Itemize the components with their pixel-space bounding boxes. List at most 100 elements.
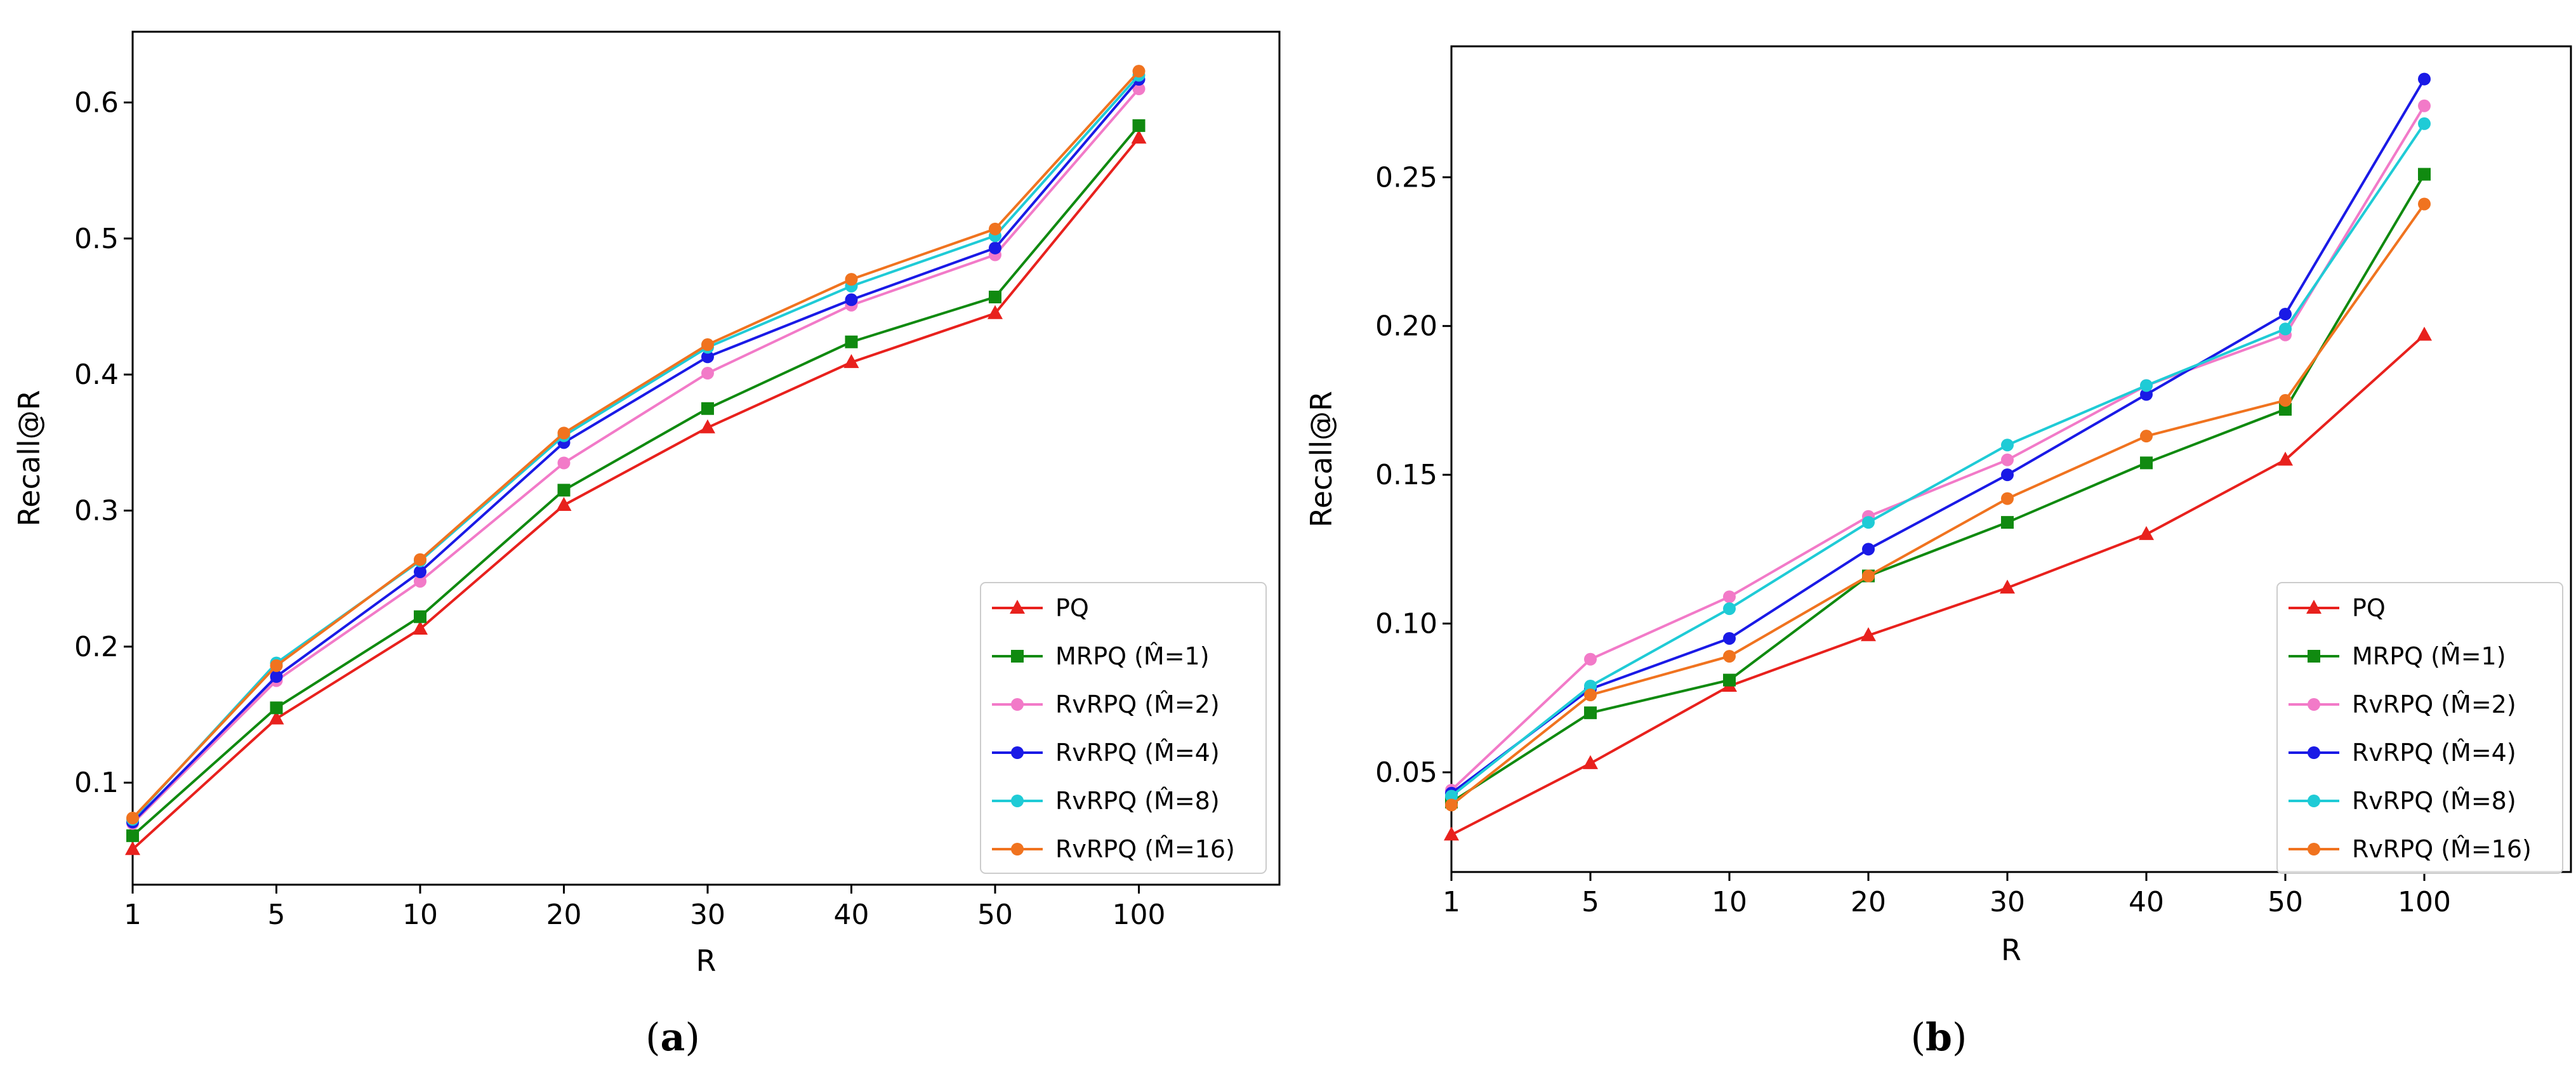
data-point <box>701 338 714 352</box>
series-5 <box>1445 197 2431 812</box>
data-point <box>989 222 1001 235</box>
data-point <box>2140 430 2153 443</box>
data-point <box>2418 197 2431 211</box>
x-tick-label: 10 <box>1712 886 1747 918</box>
plot-frame <box>131 30 1281 886</box>
legend-label: RvRPQ (M̂=2) <box>1055 690 1220 718</box>
data-point <box>989 290 1001 303</box>
data-point <box>845 335 858 348</box>
series-line <box>131 74 1140 821</box>
data-point <box>2001 516 2014 529</box>
data-point <box>2418 72 2431 86</box>
legend-label: RvRPQ (M̂=8) <box>1055 787 1220 815</box>
data-point <box>2278 451 2293 466</box>
x-tick-label: 10 <box>402 899 438 931</box>
legend-label: PQ <box>2352 594 2386 622</box>
legend-entry: RvRPQ (M̂=4) <box>2289 739 2516 767</box>
data-point <box>700 419 715 433</box>
legend-marker <box>2308 746 2320 759</box>
data-point <box>1445 798 1458 812</box>
series-line <box>131 124 1140 837</box>
legend-marker <box>2308 795 2320 807</box>
legend-marker <box>1011 843 1024 855</box>
data-point <box>987 305 1003 319</box>
x-tick-label: 1 <box>1443 886 1460 918</box>
data-point <box>2000 579 2015 594</box>
data-point <box>701 367 714 380</box>
y-tick-label: 0.5 <box>74 223 119 255</box>
data-point <box>1862 569 1875 583</box>
legend-marker <box>2308 843 2320 855</box>
data-point <box>2418 117 2431 130</box>
data-point <box>1584 679 1597 692</box>
legend-entry: RvRPQ (M̂=8) <box>992 787 1220 815</box>
legend-entry: RvRPQ (M̂=2) <box>992 690 1220 718</box>
x-tick-label: 100 <box>1113 899 1166 931</box>
data-point <box>2140 379 2153 392</box>
x-axis-label: R <box>696 944 717 978</box>
series-line <box>1450 173 2426 803</box>
data-point <box>1862 516 1875 529</box>
legend-marker <box>1011 746 1024 759</box>
legend-entry: PQ <box>992 594 1089 622</box>
data-point <box>2139 525 2154 540</box>
data-point <box>268 710 284 725</box>
y-tick-label: 0.05 <box>1375 756 1437 789</box>
legend-marker <box>2306 600 2322 614</box>
data-point <box>2279 307 2292 320</box>
data-point <box>843 353 859 368</box>
series-2 <box>1445 99 2431 797</box>
x-tick-label: 5 <box>1582 886 1599 918</box>
x-tick-label: 100 <box>2398 886 2451 918</box>
legend-label: RvRPQ (M̂=4) <box>1055 739 1220 767</box>
y-axis-label: Recall@R <box>12 390 46 526</box>
series-line <box>1450 122 2426 798</box>
data-point <box>126 829 139 842</box>
data-point <box>1723 631 1736 645</box>
data-point <box>845 293 858 307</box>
data-point <box>1723 602 1736 616</box>
x-tick-label: 40 <box>2129 886 2164 918</box>
series-line <box>1450 105 2426 791</box>
legend-box <box>2276 582 2563 874</box>
data-point <box>2001 468 2014 482</box>
legend: PQ MRPQ (M̂=1) RvRPQ (M̂=2) RvRPQ (M̂=4) RvR… <box>980 582 1267 874</box>
legend-entry: RvRPQ (M̂=8) <box>2289 787 2516 815</box>
legend-label: RvRPQ (M̂=2) <box>2352 690 2516 718</box>
x-tick-label: 50 <box>977 899 1013 931</box>
legend-entry: RvRPQ (M̂=2) <box>2289 690 2516 718</box>
data-point <box>556 496 572 511</box>
legend-label: RvRPQ (M̂=16) <box>2352 835 2532 863</box>
y-tick-label: 0.10 <box>1375 608 1437 640</box>
panel-caption: (a) <box>645 1015 700 1060</box>
data-point <box>2279 393 2292 407</box>
data-point <box>1723 673 1736 687</box>
data-point <box>1584 689 1597 702</box>
data-point <box>1132 65 1146 78</box>
data-point <box>414 553 426 566</box>
data-point <box>1862 543 1875 556</box>
data-point <box>1584 652 1597 666</box>
x-tick-label: 5 <box>268 899 286 931</box>
legend-label: PQ <box>1055 594 1089 622</box>
data-point <box>989 241 1001 254</box>
data-point <box>1583 755 1598 769</box>
data-point <box>413 621 428 635</box>
data-point <box>2140 456 2153 470</box>
y-tick-label: 0.15 <box>1375 459 1437 491</box>
data-point <box>1132 119 1146 132</box>
panel-a: 0.1 0.2 0.3 0.4 0.5 0.6 1 5 10 20 30 40 50 100 R Recall… <box>12 30 1281 1060</box>
data-point <box>2418 168 2431 181</box>
x-tick-label: 30 <box>1990 886 2025 918</box>
series-line <box>131 78 1140 823</box>
series-4 <box>1445 117 2431 803</box>
data-point <box>1723 590 1736 604</box>
data-point <box>2001 439 2014 452</box>
data-point <box>126 811 139 824</box>
series-line <box>131 88 1140 824</box>
x-tick-label: 40 <box>834 899 869 931</box>
data-point <box>2418 99 2431 112</box>
data-point <box>270 701 283 715</box>
series-line <box>1450 203 2426 807</box>
data-point <box>1132 83 1146 96</box>
